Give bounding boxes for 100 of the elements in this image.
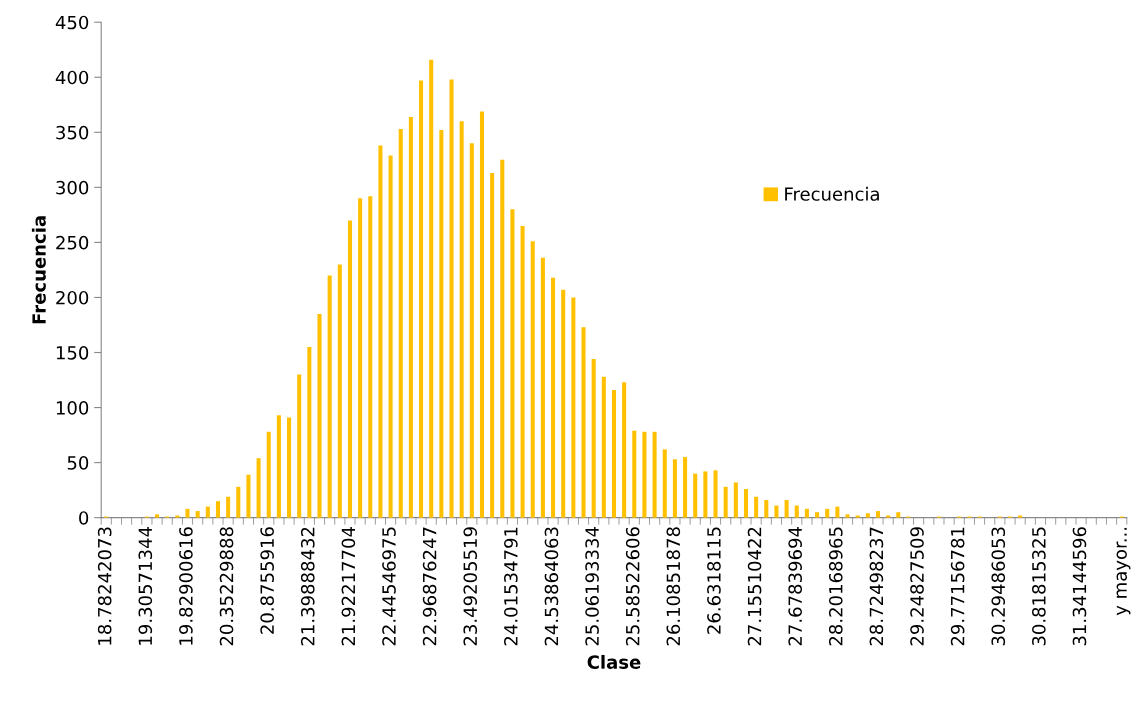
bar <box>246 474 251 518</box>
x-tick-label: 30.81815325 <box>1032 527 1046 646</box>
x-tick-label: 21.92217704 <box>341 527 356 646</box>
bar <box>1018 515 1023 518</box>
bar <box>195 511 200 518</box>
bar <box>551 277 556 518</box>
x-tick-label: 23.49205519 <box>463 527 478 646</box>
bar <box>815 512 820 518</box>
bar <box>703 471 708 518</box>
bar <box>774 505 779 518</box>
bar <box>347 220 352 518</box>
bar <box>297 374 302 518</box>
bar <box>571 297 576 518</box>
x-tick-label: 24.01534791 <box>504 527 518 646</box>
bar <box>764 500 769 518</box>
bar <box>388 155 393 518</box>
bar <box>581 327 586 518</box>
bar <box>175 515 180 518</box>
bar <box>886 515 891 518</box>
bar <box>307 347 312 518</box>
bar <box>398 129 403 518</box>
bar <box>611 389 617 518</box>
bar <box>591 359 596 518</box>
bar <box>713 470 718 518</box>
x-tick-label: 29.24827509 <box>910 527 924 646</box>
y-tick-label: 250 <box>56 235 89 250</box>
x-tick-label: 26.6318115 <box>707 527 721 634</box>
bar <box>317 313 322 518</box>
x-tick-label: 18.78242073 <box>97 527 112 645</box>
bar <box>287 417 292 518</box>
bar <box>540 257 545 518</box>
bar <box>439 130 444 518</box>
bar <box>368 196 373 518</box>
bar <box>835 506 840 518</box>
bar <box>226 496 231 518</box>
x-tick-label: 21.39888432 <box>300 527 315 646</box>
bar <box>215 501 220 518</box>
bar <box>662 449 667 518</box>
y-tick-label: 300 <box>56 180 89 195</box>
bar <box>804 508 809 518</box>
x-tick-label: 24.53864063 <box>544 527 559 646</box>
x-tick-label: 30.29486053 <box>991 527 1006 646</box>
x-tick-label: 29.77156781 <box>950 527 965 646</box>
bar <box>896 512 901 518</box>
y-tick-label: 350 <box>56 125 89 140</box>
x-tick-label: y mayor... <box>1116 527 1131 616</box>
x-tick-label: 28.20168965 <box>828 527 843 646</box>
bar <box>530 241 535 518</box>
bar <box>378 145 383 518</box>
x-tick-label: 27.67839694 <box>788 527 802 646</box>
bar <box>510 209 515 518</box>
legend-label: Frecuencia <box>785 186 879 201</box>
bar <box>561 289 566 518</box>
bar <box>358 198 363 518</box>
bar <box>601 376 606 518</box>
bar <box>266 431 271 518</box>
bar <box>855 515 860 518</box>
bar <box>632 430 637 518</box>
bar <box>185 508 190 518</box>
bar <box>500 159 505 518</box>
bar <box>672 459 677 518</box>
bar <box>155 514 160 518</box>
bar <box>693 473 698 518</box>
bar <box>337 264 342 518</box>
bar <box>652 431 657 518</box>
bar <box>479 111 485 518</box>
x-tick-label: 19.82900616 <box>179 527 193 645</box>
bar <box>794 505 799 518</box>
bar <box>733 482 738 518</box>
y-tick-label: 450 <box>55 15 89 30</box>
bar <box>327 275 332 518</box>
x-tick-label: 20.8755916 <box>260 527 274 634</box>
bar <box>845 514 850 518</box>
x-tick-label: 25.06193334 <box>585 527 599 646</box>
bar <box>723 486 728 518</box>
bar <box>865 513 870 518</box>
y-tick-label: 50 <box>67 456 89 470</box>
x-tick-label: 19.30571344 <box>138 527 153 645</box>
y-axis-title: Frecuencia <box>31 216 46 324</box>
bar <box>429 59 434 518</box>
y-tick-label: 100 <box>56 401 89 415</box>
bar <box>205 506 210 518</box>
x-tick-label: 25.58522606 <box>625 527 640 646</box>
x-tick-label: 28.72498237 <box>869 527 884 646</box>
bar <box>520 225 525 518</box>
bar <box>743 489 749 518</box>
x-tick-label: 22.96876247 <box>422 527 437 646</box>
y-tick-label: 400 <box>55 70 89 85</box>
y-tick-label: 0 <box>79 511 89 525</box>
bar <box>875 511 881 518</box>
y-tick-label: 200 <box>56 290 89 305</box>
bar <box>825 508 830 518</box>
y-tick-label: 150 <box>56 345 89 360</box>
bar <box>236 486 241 518</box>
x-tick-label: 27.15510422 <box>747 527 762 646</box>
bar <box>642 431 647 518</box>
x-tick-label: 31.34144596 <box>1072 527 1087 646</box>
x-tick-label: 22.44546975 <box>382 527 396 646</box>
bar <box>784 500 789 518</box>
bar <box>459 121 464 518</box>
